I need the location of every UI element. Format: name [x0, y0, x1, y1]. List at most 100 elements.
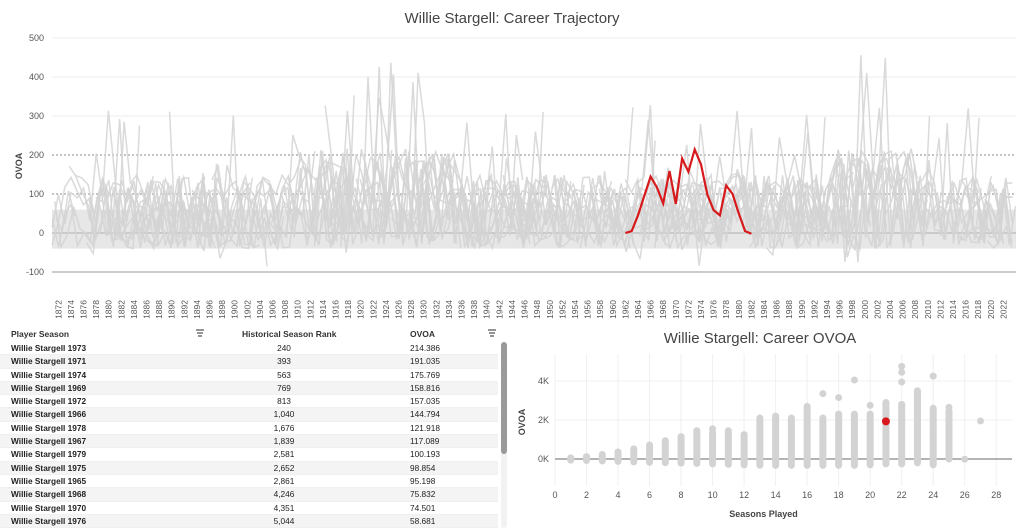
- table-row[interactable]: Willie Stargell 1970 4,351 74.501: [0, 502, 498, 515]
- y-axis-label: OVOA: [14, 152, 24, 179]
- x-tick-label: 6: [647, 490, 652, 500]
- x-tick-label: 2006: [898, 300, 908, 319]
- x-tick-label: 10: [708, 490, 718, 500]
- outlier-point: [693, 427, 701, 435]
- cell-player-season: Willie Stargell 1975: [11, 462, 87, 473]
- table-row[interactable]: Willie Stargell 1974 563 175.769: [0, 369, 498, 382]
- x-tick-label: 1996: [835, 300, 845, 319]
- x-tick-label: 18: [834, 490, 844, 500]
- x-tick-label: 2: [584, 490, 589, 500]
- x-tick-label: 2012: [935, 300, 945, 319]
- top-chart-title: Willie Stargell: Career Trajectory: [404, 10, 620, 27]
- outlier-point: [866, 401, 874, 409]
- table-row[interactable]: Willie Stargell 1975 2,652 98.854: [0, 461, 498, 475]
- x-tick-label: 1888: [154, 300, 164, 319]
- x-tick-label: 1898: [217, 300, 227, 319]
- x-tick-label: 1978: [721, 300, 731, 319]
- x-tick-label: 1974: [696, 300, 706, 319]
- cell-historical-rank: 813: [277, 396, 291, 407]
- x-tick-label: 1880: [104, 300, 114, 319]
- x-tick-label: 4: [616, 490, 621, 500]
- cell-ovoa: 144.794: [410, 409, 440, 420]
- cell-player-season: Willie Stargell 1965: [11, 475, 87, 486]
- cell-ovoa: 95.198: [410, 475, 436, 486]
- x-tick-label: 1900: [230, 300, 240, 319]
- table-row[interactable]: Willie Stargell 1979 2,581 100.193: [0, 448, 498, 462]
- x-tick-label: 1998: [847, 300, 857, 319]
- x-tick-label: 20: [865, 490, 875, 500]
- cell-ovoa: 100.193: [410, 449, 440, 460]
- cell-player-season: Willie Stargell 1966: [11, 409, 87, 420]
- header-historical-rank[interactable]: Historical Season Rank: [242, 329, 337, 339]
- table-row[interactable]: Willie Stargell 1968 4,246 75.832: [0, 488, 498, 502]
- table-row[interactable]: Willie Stargell 1965 2,861 95.198: [0, 475, 498, 489]
- x-tick-label: 1962: [620, 300, 630, 319]
- cell-historical-rank: 240: [277, 343, 291, 353]
- x-tick-label: 2022: [998, 300, 1008, 319]
- outlier-point: [835, 394, 843, 402]
- cell-player-season: Willie Stargell 1979: [11, 449, 87, 460]
- table-row[interactable]: Willie Stargell 1971 393 191.035: [0, 355, 498, 369]
- x-tick-label: 1958: [595, 300, 605, 319]
- cell-historical-rank: 2,652: [273, 462, 295, 473]
- cell-historical-rank: 1,839: [273, 436, 295, 447]
- outlier-point: [945, 452, 953, 460]
- table-row[interactable]: Willie Stargell 1966 1,040 144.794: [0, 408, 498, 422]
- header-player-season[interactable]: Player Season: [11, 329, 70, 339]
- table-row[interactable]: Willie Stargell 1973 240 214.386: [0, 342, 498, 356]
- scatter-chart-title: Willie Stargell: Career OVOA: [663, 330, 857, 347]
- table-row[interactable]: Willie Stargell 1967 1,839 117.089: [0, 435, 498, 449]
- cell-player-season: Willie Stargell 1970: [11, 502, 87, 513]
- x-tick-label: 1928: [406, 300, 416, 319]
- table-row[interactable]: Willie Stargell 1969 769 158.816: [0, 381, 498, 396]
- x-tick-label: 2010: [923, 300, 933, 319]
- outlier-point: [850, 376, 858, 384]
- x-tick-label: 1990: [797, 300, 807, 319]
- cell-ovoa: 214.386: [410, 343, 440, 353]
- sort-icon[interactable]: [195, 328, 205, 338]
- table-row[interactable]: Willie Stargell 1976 5,044 58.681: [0, 514, 498, 528]
- x-tick-label: 0: [552, 490, 557, 500]
- x-tick-label: 1956: [583, 300, 593, 319]
- x-tick-label: 1954: [570, 300, 580, 319]
- x-tick-label: 1920: [356, 300, 366, 319]
- x-tick-label: 1940: [482, 300, 492, 319]
- x-tick-label: 1896: [205, 300, 215, 319]
- x-tick-label: 1894: [192, 300, 202, 319]
- x-tick-label: 1982: [746, 300, 756, 319]
- cell-ovoa: 98.854: [410, 462, 436, 473]
- season-table[interactable]: Player Season Historical Season Rank OVO…: [0, 328, 512, 528]
- cell-player-season: Willie Stargell 1968: [11, 489, 87, 500]
- x-tick-label: 22: [897, 490, 907, 500]
- y-axis-label: OVOA: [517, 408, 527, 435]
- cell-ovoa: 157.035: [410, 396, 440, 407]
- table-row[interactable]: Willie Stargell 1978 1,676 121.918: [0, 422, 498, 436]
- cell-player-season: Willie Stargell 1967: [11, 436, 87, 447]
- x-tick-label: 1964: [633, 300, 643, 319]
- outlier-point: [929, 460, 937, 468]
- x-tick-label: 14: [771, 490, 781, 500]
- x-tick-label: 8: [679, 490, 684, 500]
- cell-ovoa: 158.816: [410, 382, 440, 393]
- cell-historical-rank: 4,351: [273, 502, 295, 513]
- sort-icon[interactable]: [487, 328, 497, 338]
- x-axis-label: Seasons Played: [729, 509, 798, 519]
- cell-player-season: Willie Stargell 1972: [11, 396, 87, 407]
- career-trajectory-chart[interactable]: OVOA 500 400 300 200 100 0 -100 1872 1874 1876 1878…: [0, 0, 1024, 325]
- outlier-point: [929, 429, 937, 437]
- x-tick-label: 1918: [343, 300, 353, 319]
- x-tick-label: 1908: [280, 300, 290, 319]
- outlier-point: [913, 387, 921, 395]
- scroll-thumb[interactable]: [501, 342, 507, 454]
- outlier-point: [961, 455, 969, 463]
- table-scrollbar[interactable]: [501, 342, 507, 528]
- x-tick-label: 1936: [457, 300, 467, 319]
- table-row[interactable]: Willie Stargell 1972 813 157.035: [0, 395, 498, 409]
- density-band: [52, 209, 1016, 249]
- x-tick-label: 2014: [948, 300, 958, 319]
- x-tick-label: 1914: [318, 300, 328, 319]
- x-tick-label: 1952: [557, 300, 567, 319]
- header-ovoa[interactable]: OVOA: [410, 329, 436, 339]
- x-tick-label: 1950: [545, 300, 555, 319]
